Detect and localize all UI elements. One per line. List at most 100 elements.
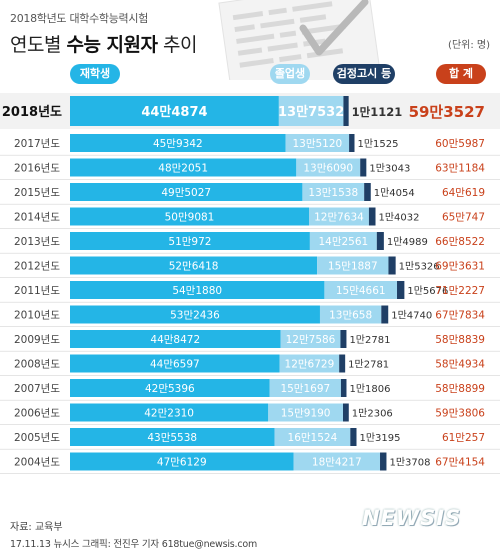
ged-value-label: 1만5326	[399, 261, 440, 273]
year-label: 2015년도	[14, 187, 60, 199]
graduate-segment	[296, 158, 361, 177]
enrolled-value-label: 52만6418	[169, 261, 219, 273]
graduate-segment	[293, 452, 381, 471]
enrolled-value-label: 44만6597	[150, 359, 200, 371]
enrolled-value-label: 51만972	[168, 236, 211, 248]
chart-title: 연도별 수능 지원자 추이	[10, 30, 197, 57]
ged-value-label: 1만1806	[349, 383, 390, 395]
enrolled-segment	[70, 134, 286, 152]
year-label: 2004년도	[14, 457, 60, 469]
ged-value-label: 1만2781	[348, 359, 389, 371]
graduate-segment	[269, 379, 341, 397]
chart-subtitle: 2018학년도 대학수학능력시험	[10, 12, 149, 25]
total-value-label: 58만4934	[435, 359, 485, 371]
graduate-value-label: 14만2561	[318, 236, 368, 248]
source-note: 자료: 교육부	[10, 522, 63, 533]
ged-segment	[364, 183, 371, 201]
legend-graduate: 졸업생	[270, 64, 310, 84]
credit-line: 17.11.13 뉴시스 그래픽: 전진우 기자 618tue@newsis.c…	[10, 539, 258, 550]
enrolled-segment	[70, 183, 303, 201]
graduate-segment	[324, 281, 398, 299]
year-label: 2014년도	[14, 212, 60, 224]
enrolled-value-label: 42만2310	[144, 408, 194, 420]
legend-total: 합 계	[436, 64, 486, 84]
ged-value-label: 1만3043	[369, 163, 410, 175]
enrolled-segment	[70, 96, 279, 126]
total-value-label: 60만5987	[435, 138, 485, 150]
year-label: 2013년도	[14, 236, 60, 248]
graduate-value-label: 13만5120	[292, 138, 342, 150]
enrolled-segment	[70, 256, 318, 275]
year-label: 2009년도	[14, 334, 60, 346]
total-value-label: 61만257	[442, 432, 485, 444]
ged-value-label: 1만4054	[374, 187, 415, 199]
enrolled-segment	[70, 379, 270, 397]
enrolled-value-label: 54만1880	[172, 285, 222, 297]
ged-segment	[360, 158, 367, 177]
graduate-value-label: 15만4661	[336, 285, 386, 297]
total-value-label: 67만7834	[435, 310, 485, 322]
ged-value-label: 1만2781	[349, 334, 390, 346]
graduate-value-label: 15만1697	[280, 383, 330, 395]
ged-segment	[380, 452, 387, 471]
ged-value-label: 1만5676	[407, 285, 448, 297]
title-suffix: 추이	[157, 34, 197, 56]
graduate-value-label: 13만6090	[303, 163, 353, 175]
total-value-label: 63만1184	[435, 163, 485, 175]
ged-value-label: 1만4740	[391, 310, 432, 322]
ged-value-label: 1만1121	[352, 105, 403, 119]
graduate-value-label: 13만658	[329, 310, 372, 322]
newsis-logo: NEWSIS	[362, 506, 462, 530]
graduate-segment	[280, 330, 341, 348]
total-value-label: 65만747	[442, 212, 485, 224]
ged-segment	[343, 96, 349, 126]
graduate-segment	[278, 96, 344, 126]
ged-segment	[376, 232, 384, 250]
ged-segment	[350, 428, 357, 446]
ged-value-label: 1만2306	[352, 408, 393, 420]
enrolled-value-label: 42만5396	[145, 383, 195, 395]
graduate-segment	[317, 256, 389, 275]
enrolled-segment	[70, 281, 325, 299]
ged-segment	[388, 256, 396, 275]
total-value-label: 69만3631	[435, 261, 485, 273]
graduate-value-label: 18만4217	[312, 457, 362, 469]
ged-value-label: 1만1525	[358, 138, 399, 150]
graduate-value-label: 12만7634	[314, 212, 364, 224]
enrolled-value-label: 44만8472	[150, 334, 200, 346]
ged-value-label: 1만3708	[389, 457, 430, 469]
enrolled-value-label: 43만5538	[147, 432, 197, 444]
ged-segment	[340, 330, 347, 348]
enrolled-segment	[70, 403, 269, 422]
enrolled-segment	[70, 207, 310, 226]
ged-segment	[340, 379, 347, 397]
year-label: 2011년도	[14, 285, 60, 297]
total-value-label: 67만4154	[435, 457, 485, 469]
year-label: 2010년도	[14, 310, 60, 322]
graduate-value-label: 16만1524	[288, 432, 338, 444]
graduate-value-label: 13만7532	[278, 104, 344, 120]
graduate-segment	[285, 134, 350, 152]
total-value-label: 71만2227	[435, 285, 485, 297]
total-value-label: 58만8839	[435, 334, 485, 346]
year-label: 2005년도	[14, 432, 60, 444]
graduate-segment	[274, 428, 351, 446]
stacked-bar-chart: 2018년도 44만4874 13만7532 1만1121 59만3527 2017년도 4…	[0, 93, 500, 475]
enrolled-segment	[70, 330, 281, 348]
enrolled-segment	[70, 232, 310, 250]
unit-label: (단위: 명)	[448, 40, 490, 51]
ged-segment	[343, 403, 349, 422]
year-label: 2017년도	[14, 138, 60, 150]
graduate-value-label: 12만6729	[285, 359, 335, 371]
graduate-value-label: 12만7586	[286, 334, 336, 346]
graduate-segment	[268, 403, 344, 422]
enrolled-value-label: 47만6129	[157, 457, 207, 469]
enrolled-segment	[70, 452, 294, 471]
total-value-label: 59만3527	[409, 103, 485, 121]
ged-segment	[339, 354, 346, 373]
ged-value-label: 1만3195	[360, 432, 401, 444]
year-label: 2008년도	[14, 359, 60, 371]
enrolled-segment	[70, 305, 320, 324]
year-label: 2012년도	[14, 261, 60, 273]
graduate-value-label: 15만9190	[281, 408, 331, 420]
